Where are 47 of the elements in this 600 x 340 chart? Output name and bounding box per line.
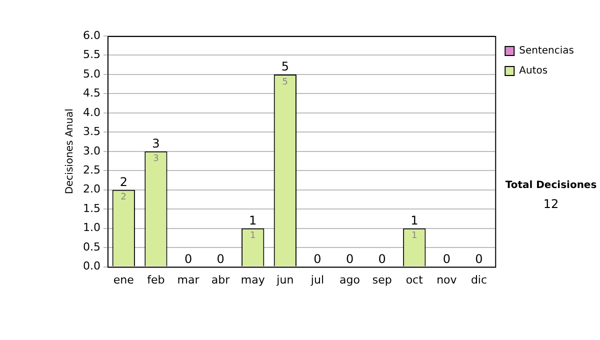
data-label: 1 [412, 231, 418, 242]
text: 12 [542, 197, 560, 211]
x-tick-label: dic [470, 273, 488, 286]
x-tick-label: feb [147, 273, 165, 286]
total-label: 0 [314, 252, 322, 266]
x-tick-label: nov [436, 273, 458, 286]
total-label: 0 [184, 252, 192, 266]
legend-label: Autos [519, 66, 548, 77]
y-tick-label: 1.0 [82, 221, 100, 234]
data-label: 5 [282, 77, 288, 88]
total-label: 0 [216, 252, 224, 266]
y-axis-title: Decisiones Anual [64, 108, 76, 194]
y-tick-label: 3.5 [82, 125, 100, 138]
total-label: 0 [442, 252, 450, 266]
x-tick-label: jun [276, 273, 294, 286]
y-tick-label: 5.5 [82, 48, 100, 62]
y-tick-label: 4.0 [82, 106, 100, 119]
x-tick-label: mar [177, 273, 200, 286]
x-tick-label: sep [372, 273, 392, 286]
x-tick-label: jul [310, 273, 324, 286]
y-tick-label: 2.5 [82, 163, 100, 176]
total-label: 1 [249, 213, 257, 228]
x-tick-label: ene [113, 273, 134, 286]
legend-label: Sentencias [519, 46, 574, 57]
data-label: 3 [153, 154, 159, 164]
y-tick-label: 3.0 [82, 144, 100, 158]
total-label: 3 [152, 136, 160, 151]
x-tick-label: ago [340, 273, 360, 286]
x-tick-label: abr [211, 273, 230, 286]
text: Total Decisiones [504, 180, 598, 191]
data-label: 2 [120, 192, 127, 203]
data-label: 1 [250, 231, 256, 242]
x-tick-label: may [240, 273, 266, 286]
total-label: 0 [346, 252, 354, 266]
y-tick-label: 4.5 [82, 86, 100, 100]
total-label: 5 [281, 60, 289, 74]
total-label: 2 [120, 174, 128, 189]
y-tick-label: 6.0 [82, 28, 100, 42]
y-tick-label: 1.5 [82, 202, 100, 215]
y-tick-label: 5.0 [82, 67, 100, 80]
total-label: 0 [378, 252, 386, 266]
y-tick-label: 0.0 [82, 260, 100, 273]
y-tick-label: 0.5 [82, 240, 100, 254]
y-tick-label: 2.0 [82, 182, 100, 196]
total-label: 0 [475, 252, 483, 266]
x-tick-label: oct [406, 273, 424, 286]
total-label: 1 [410, 213, 418, 228]
